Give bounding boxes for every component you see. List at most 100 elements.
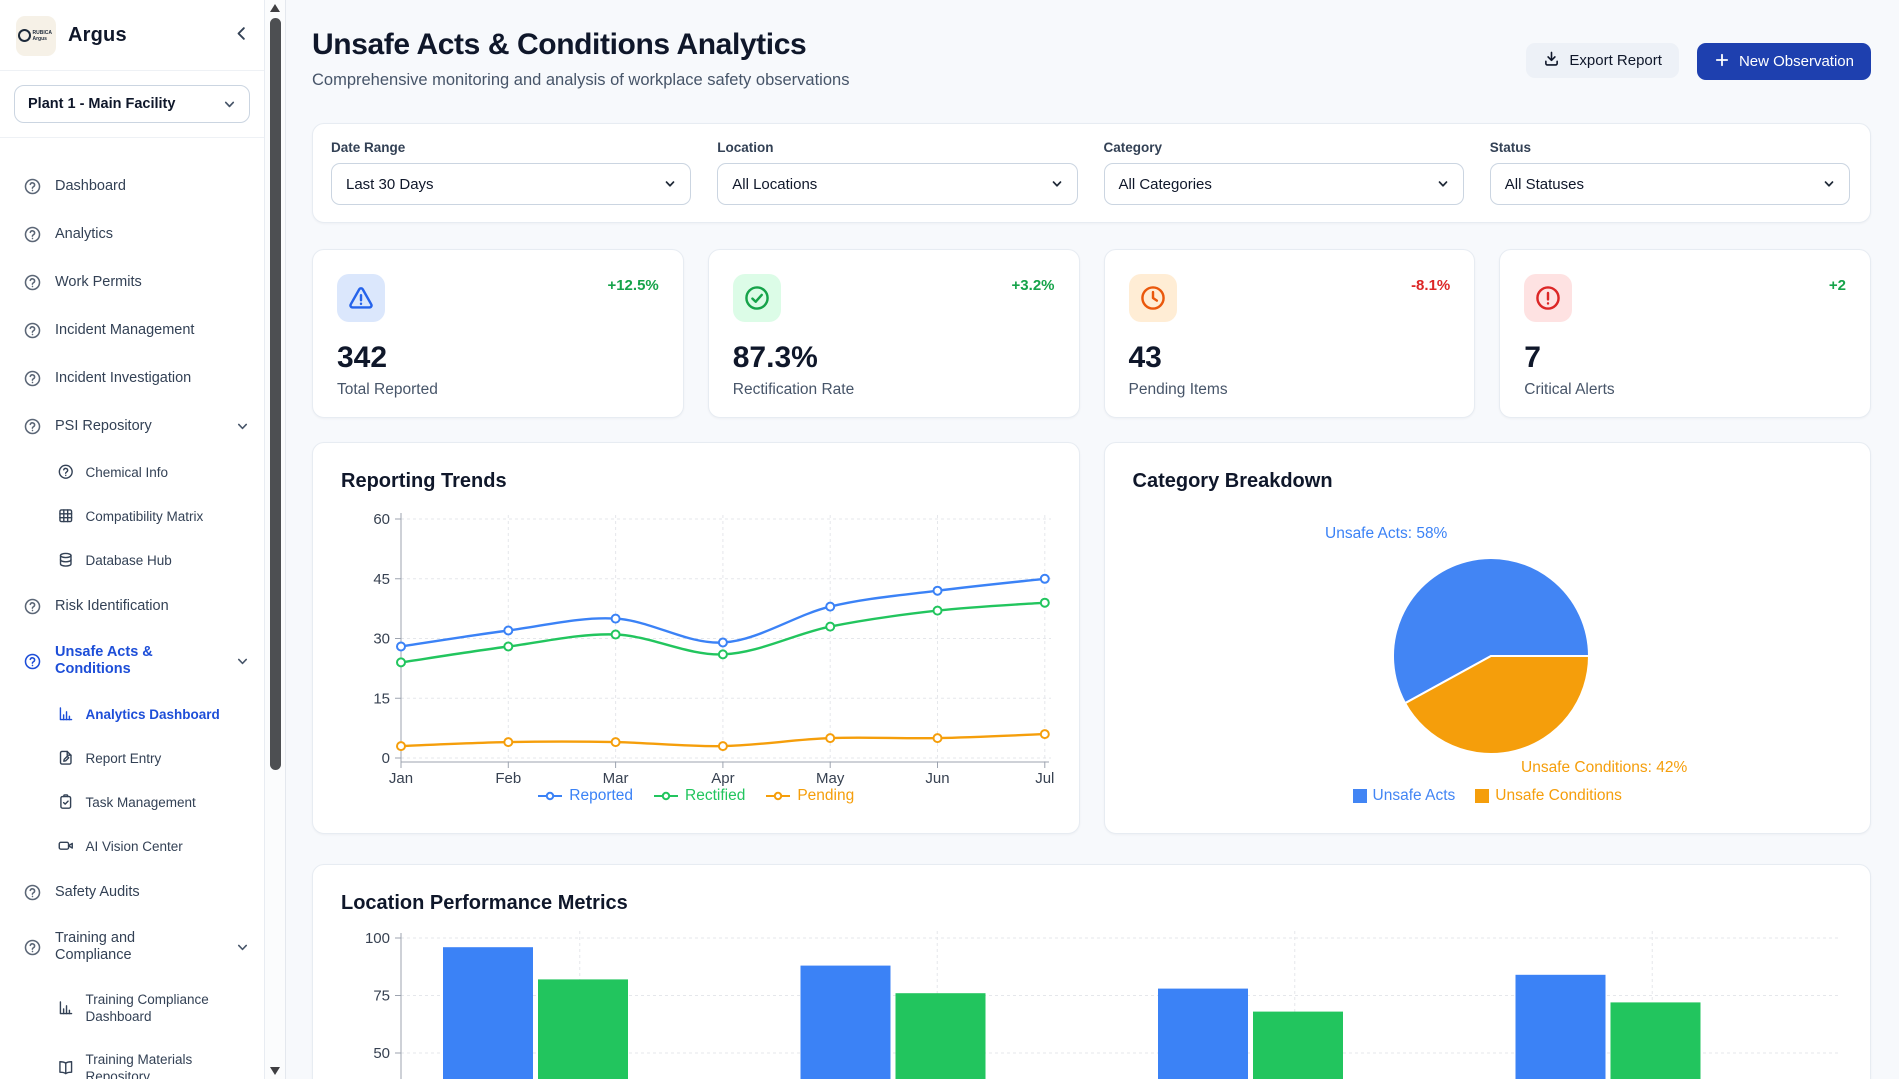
new-observation-button[interactable]: New Observation (1696, 43, 1871, 80)
sidebar-item-unsafe-acts-and-conditions[interactable]: Unsafe Acts & Conditions (0, 630, 264, 692)
facility-selector[interactable]: Plant 1 - Main Facility (14, 85, 250, 123)
svg-text:Jun: Jun (925, 770, 949, 787)
sidebar-item-label: Risk Identification (55, 597, 169, 614)
category-breakdown-legend: Unsafe Acts Unsafe Conditions (1105, 787, 1871, 805)
scrollbar-thumb[interactable] (270, 18, 281, 770)
logo-badge-text: RUBICA Argus (32, 29, 52, 42)
help-circle-icon (24, 322, 41, 339)
sidebar-item-label: Training Materials Repository (85, 1052, 193, 1079)
kpi-card-rectification-rate: +3.2% 87.3% Rectification Rate (707, 249, 1080, 418)
sidebar-item-ai-vision-center[interactable]: AI Vision Center (0, 824, 264, 868)
download-icon (1543, 50, 1560, 71)
kpi-value: 7 (1524, 341, 1541, 374)
category-select[interactable]: All Categories (1103, 163, 1464, 205)
sidebar-item-analytics-dashboard[interactable]: Analytics Dashboard (0, 692, 264, 736)
svg-text:15: 15 (373, 690, 390, 707)
sidebar-header: RUBICA Argus Argus (0, 0, 264, 71)
filter-bar: Date Range Last 30 Days Location All Locati… (312, 123, 1871, 223)
location-performance-chart: 50 75 100 (365, 930, 1841, 1079)
sidebar-item-chemical-info[interactable]: Chemical Info (0, 450, 264, 494)
svg-text:Jul: Jul (1035, 770, 1054, 787)
sidebar-item-label: Training and Compliance (55, 930, 136, 963)
sidebar-item-training-compliance-dashboard[interactable]: Training Compliance Dashboard (0, 978, 264, 1038)
select-value: All Categories (1118, 175, 1212, 193)
legend-label: Unsafe Acts (1372, 787, 1456, 804)
sidebar-item-compatibility-matrix[interactable]: Compatibility Matrix (0, 494, 264, 538)
status-select[interactable]: All Statuses (1489, 163, 1850, 205)
legend-item-unsafe-acts[interactable]: Unsafe Acts (1352, 787, 1456, 805)
svg-text:60: 60 (373, 511, 390, 528)
help-circle-icon (24, 274, 41, 291)
alert-triangle-icon (337, 274, 385, 322)
kpi-value: 43 (1128, 341, 1162, 374)
scrollbar-up-arrow[interactable] (270, 4, 280, 12)
sidebar-item-label: Training Compliance Dashboard (85, 992, 209, 1024)
sidebar-item-risk-identification[interactable]: Risk Identification (0, 582, 264, 630)
chevron-down-icon (222, 97, 237, 112)
sidebar-item-psi-repository[interactable]: PSI Repository (0, 402, 264, 450)
book-open-icon (58, 1060, 74, 1076)
svg-text:30: 30 (373, 631, 390, 648)
sidebar-item-analytics[interactable]: Analytics (0, 210, 264, 258)
kpi-delta: +12.5% (607, 277, 659, 294)
sidebar-item-training-and-compliance[interactable]: Training and Compliance (0, 916, 264, 978)
sidebar-item-training-materials-repository[interactable]: Training Materials Repository (0, 1038, 264, 1079)
svg-text:45: 45 (373, 571, 390, 588)
date-range-select[interactable]: Last 30 Days (331, 163, 692, 205)
location-performance-card: Location Performance Metrics 50 75 100 (312, 864, 1871, 1079)
sidebar-item-label: AI Vision Center (85, 838, 183, 854)
location-select[interactable]: All Locations (717, 163, 1078, 205)
kpi-label: Rectification Rate (732, 381, 855, 398)
chevron-down-icon (1436, 177, 1450, 191)
kpi-delta: -8.1% (1411, 277, 1451, 294)
sidebar-item-database-hub[interactable]: Database Hub (0, 538, 264, 582)
export-report-button[interactable]: Export Report (1526, 43, 1679, 78)
help-circle-icon (24, 418, 41, 435)
sidebar-item-incident-management[interactable]: Incident Management (0, 306, 264, 354)
scrollbar-down-arrow[interactable] (270, 1067, 280, 1075)
bar-chart-icon (58, 1000, 74, 1016)
sidebar-item-work-permits[interactable]: Work Permits (0, 258, 264, 306)
filter-label: Category (1103, 140, 1163, 155)
sidebar-item-task-management[interactable]: Task Management (0, 780, 264, 824)
legend-swatch-icon (1475, 789, 1490, 803)
legend-item-reported[interactable]: Reported (537, 787, 633, 805)
sidebar-collapse-button[interactable] (233, 25, 250, 47)
video-icon (58, 838, 74, 854)
bar-chart-icon (58, 706, 74, 722)
legend-label: Reported (569, 787, 634, 804)
logo-ring-icon (17, 29, 31, 42)
filter-label: Date Range (331, 140, 406, 155)
kpi-card-critical-alerts: +2 7 Critical Alerts (1499, 249, 1871, 418)
category-breakdown-title: Category Breakdown (1132, 470, 1333, 492)
page-header: Unsafe Acts & Conditions Analytics Compr… (312, 26, 1871, 90)
category-breakdown-card: Category Breakdown Unsafe Acts: 58% Unsaf… (1103, 442, 1871, 834)
clock-icon (1128, 274, 1177, 322)
alert-circle-icon (1524, 274, 1573, 322)
kpi-card-pending-items: -8.1% 43 Pending Items (1103, 249, 1476, 418)
file-pen-icon (58, 750, 74, 766)
svg-text:Apr: Apr (711, 770, 734, 787)
chevron-down-icon (235, 419, 250, 434)
new-observation-label: New Observation (1738, 53, 1854, 70)
page-subtitle: Comprehensive monitoring and analysis of… (312, 71, 850, 89)
legend-item-rectified[interactable]: Rectified (653, 787, 745, 805)
chevron-down-icon (235, 940, 250, 955)
category-breakdown-chart: Unsafe Acts: 58% Unsafe Conditions: 42% (1325, 525, 1688, 776)
help-circle-icon (24, 598, 41, 615)
sidebar-item-report-entry[interactable]: Report Entry (0, 736, 264, 780)
legend-item-unsafe-conditions[interactable]: Unsafe Conditions (1475, 787, 1622, 805)
sidebar-item-label: Dashboard (55, 177, 126, 194)
svg-text:Jan: Jan (389, 770, 413, 787)
svg-text:75: 75 (373, 988, 390, 1005)
chevron-down-icon (235, 654, 250, 669)
main-content: Unsafe Acts & Conditions Analytics Compr… (287, 0, 1899, 1079)
sidebar-item-label: Compatibility Matrix (85, 508, 204, 524)
sidebar-item-incident-investigation[interactable]: Incident Investigation (0, 354, 264, 402)
sidebar-item-safety-audits[interactable]: Safety Audits (0, 868, 264, 916)
sidebar-item-dashboard[interactable]: Dashboard (0, 162, 264, 210)
legend-item-pending[interactable]: Pending (765, 787, 854, 805)
plus-icon (1714, 52, 1730, 72)
select-value: All Statuses (1504, 175, 1584, 193)
reporting-trends-legend: Reported Rectified Pending (313, 787, 1079, 805)
